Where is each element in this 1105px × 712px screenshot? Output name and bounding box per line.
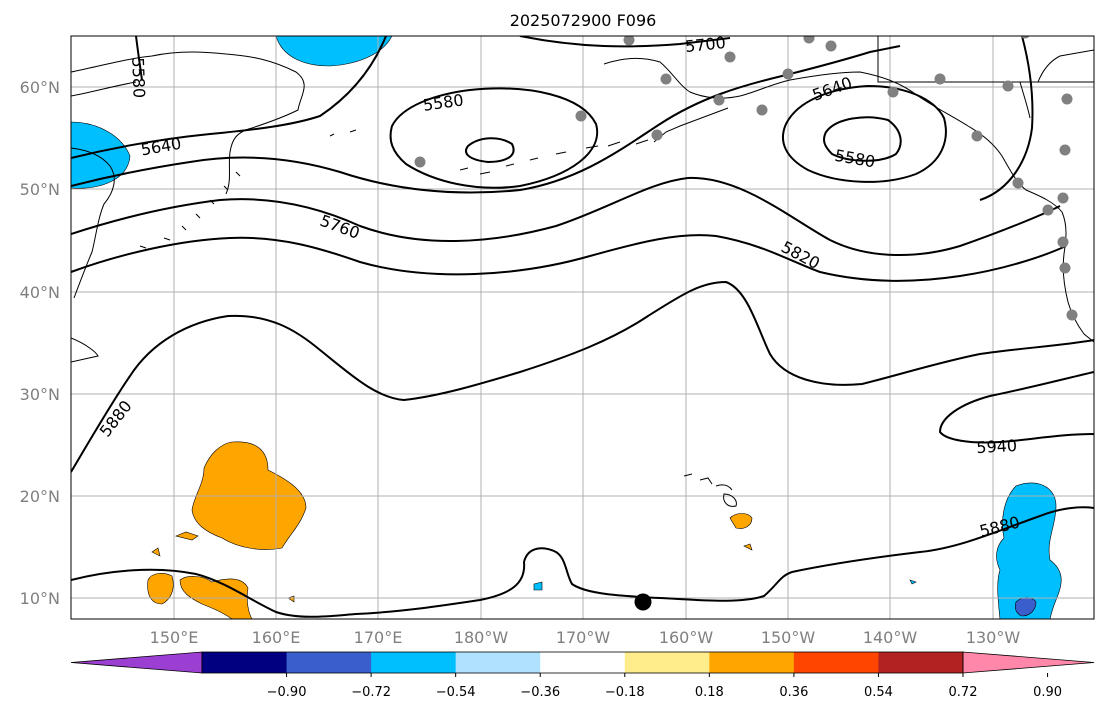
colorbar-extend-high	[962, 651, 1095, 674]
contour-label: 5580	[128, 57, 148, 98]
contour-label: 5700	[684, 33, 726, 56]
forecast-point-marker	[634, 593, 652, 611]
colorbar-tick-label: −0.72	[351, 685, 391, 700]
contour-5940	[938, 371, 1094, 444]
colorbar-segment	[286, 652, 372, 673]
negative-anomaly-northwest	[275, 36, 393, 67]
colorbar-segment	[793, 652, 879, 673]
contour-label: 5580	[833, 146, 876, 172]
lon-label: 150°W	[761, 628, 816, 647]
lat-label: 20°N	[20, 487, 60, 506]
hawaii-islands	[683, 473, 737, 507]
colorbar-tick-label: 0.72	[949, 685, 978, 700]
lon-label: 170°W	[556, 628, 611, 647]
contour-5700	[71, 36, 901, 194]
contour-5640	[71, 36, 1034, 201]
canada-border	[1019, 49, 1094, 119]
colorbar-segment	[540, 652, 626, 673]
colorbar-extend-low	[70, 651, 203, 674]
contour-5580-low-west	[389, 87, 599, 189]
lat-label: 40°N	[20, 283, 60, 302]
asia-coastline	[71, 51, 305, 363]
colorbar-segment	[624, 652, 710, 673]
lat-label: 60°N	[20, 78, 60, 97]
colorbar-tick-label: 0.54	[864, 685, 893, 700]
lon-label: 160°W	[659, 628, 714, 647]
colorbar-tick-label: 0.18	[695, 685, 724, 700]
lon-label: 140°W	[863, 628, 918, 647]
colorbar: −0.90 −0.72 −0.54 −0.36 −0.18 0.18 0.36 0.54 0.7…	[70, 651, 1095, 700]
lat-label: 30°N	[20, 385, 60, 404]
aleutian-islands	[459, 107, 729, 175]
contour-5580-low-east	[781, 84, 947, 183]
contour-label: 5640	[810, 73, 855, 105]
colorbar-tick-label: −0.36	[520, 685, 560, 700]
longitude-labels: 150°E 160°E 170°E 180°W 170°W 160°W 150°…	[150, 628, 1021, 647]
contour-5760	[71, 176, 1061, 256]
colorbar-segment	[455, 652, 541, 673]
colorbar-tick-label: 0.36	[779, 685, 808, 700]
latitude-labels: 60°N 50°N 40°N 30°N 20°N 10°N	[20, 78, 60, 608]
contour-5820	[71, 234, 1067, 282]
colorbar-segment	[878, 652, 964, 673]
map-frame	[70, 35, 1095, 620]
lon-label: 160°E	[252, 628, 301, 647]
contour-low-center-east	[823, 116, 902, 162]
lat-label: 10°N	[20, 589, 60, 608]
contour-label: 5640	[139, 134, 182, 160]
graticule	[71, 36, 1094, 619]
contour-5880	[71, 280, 1094, 473]
colorbar-segment	[202, 652, 288, 673]
lon-label: 130°W	[966, 628, 1021, 647]
negative-anomaly-east-pacific	[533, 482, 1062, 619]
lon-label: 150°E	[150, 628, 199, 647]
lon-label: 170°E	[354, 628, 403, 647]
contour-label: 5940	[976, 436, 1018, 457]
map-title: 2025072900 F096	[510, 11, 657, 30]
colorbar-segment	[371, 652, 457, 673]
north-america-coastline	[603, 57, 1094, 343]
colorbar-tick-label: −0.18	[605, 685, 645, 700]
lat-lon-border	[877, 36, 1094, 83]
colorbar-frame	[201, 651, 964, 674]
contour-5880-south	[71, 506, 1094, 618]
contour-low-center-west	[465, 137, 515, 164]
lat-label: 50°N	[20, 180, 60, 199]
contour-label: 5580	[422, 90, 465, 114]
colorbar-tick-label: 0.90	[1033, 685, 1062, 700]
colorbar-tick-label: −0.54	[436, 685, 476, 700]
contour-5580-west	[135, 36, 143, 81]
colorbar-tick-label: −0.90	[267, 685, 307, 700]
contour-label: 5820	[778, 237, 823, 273]
contour-label: 5880	[96, 397, 136, 441]
positive-anomaly-south	[147, 513, 753, 619]
negative-anomaly-west-edge	[71, 121, 131, 189]
contour-label: 5760	[318, 211, 363, 243]
lon-label: 180°W	[454, 628, 509, 647]
height-contours	[71, 36, 1094, 618]
colorbar-segment	[709, 652, 795, 673]
station-markers	[414, 36, 1078, 321]
anomaly-shading	[71, 36, 1062, 619]
